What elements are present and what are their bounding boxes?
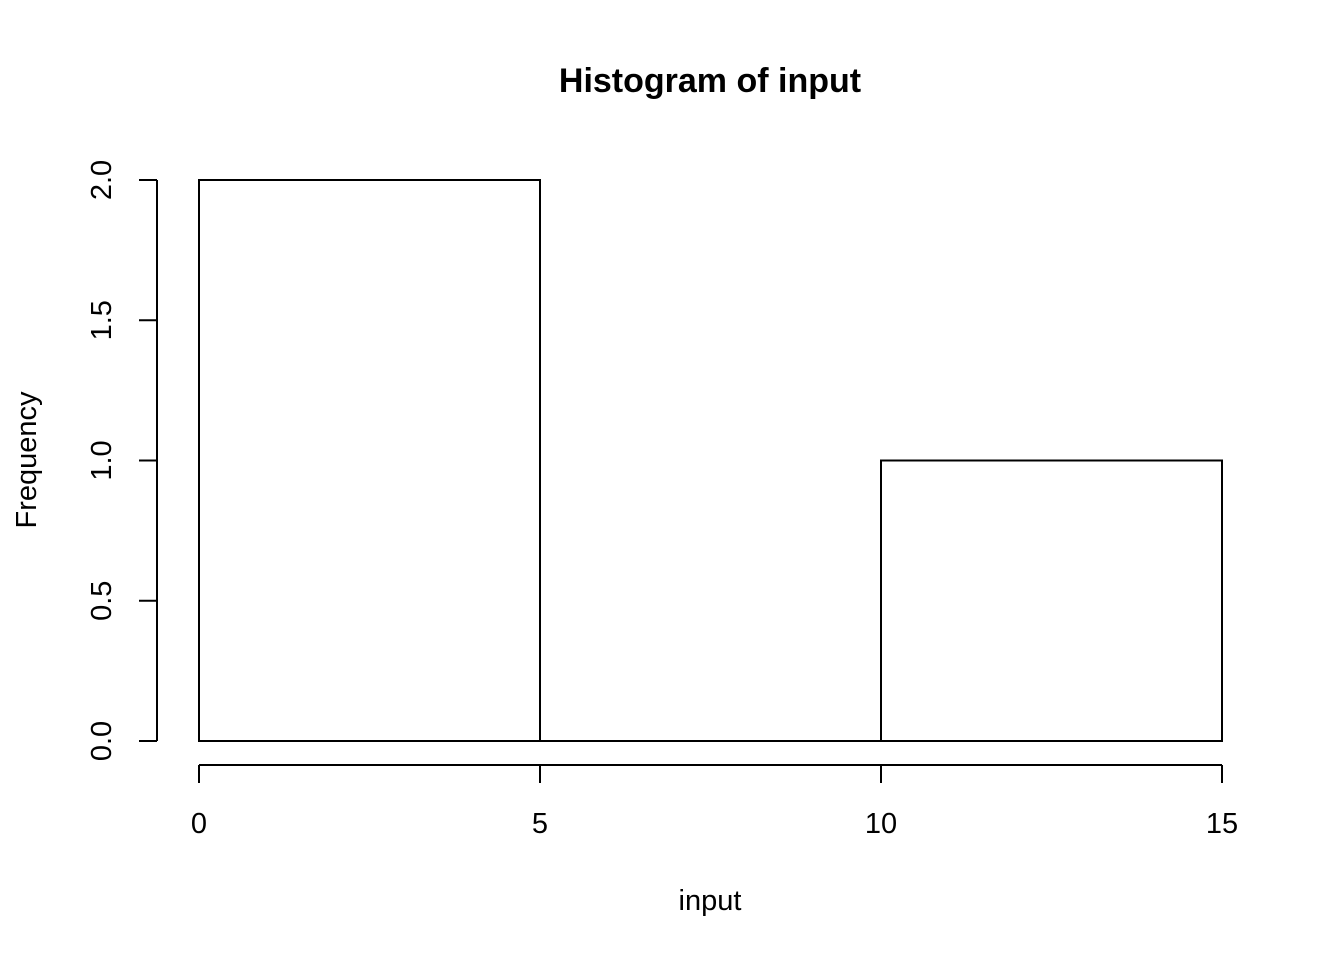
histogram-bar-2: [880, 459, 1223, 742]
y-tick-label-0: 0.0: [86, 721, 118, 761]
y-tick-label-4: 2.0: [86, 160, 118, 200]
x-axis: 0 5 10 15: [191, 764, 1238, 840]
y-axis: 0.0 0.5 1.0 1.5 2.0: [86, 160, 158, 761]
bars-layer: [198, 179, 1223, 742]
histogram-bar-0: [198, 179, 541, 742]
x-tick-label-2: 10: [865, 808, 897, 840]
x-tick-label-0: 0: [191, 808, 207, 840]
y-tick-label-1: 0.5: [86, 581, 118, 621]
y-axis-label: Frequency: [11, 391, 43, 529]
y-tick-label-2: 1.0: [86, 440, 118, 480]
x-axis-label: input: [679, 885, 742, 917]
x-tick-label-3: 15: [1206, 808, 1238, 840]
y-tick-label-3: 1.5: [86, 300, 118, 340]
x-tick-label-1: 5: [532, 808, 548, 840]
chart-title: Histogram of input: [559, 62, 861, 100]
